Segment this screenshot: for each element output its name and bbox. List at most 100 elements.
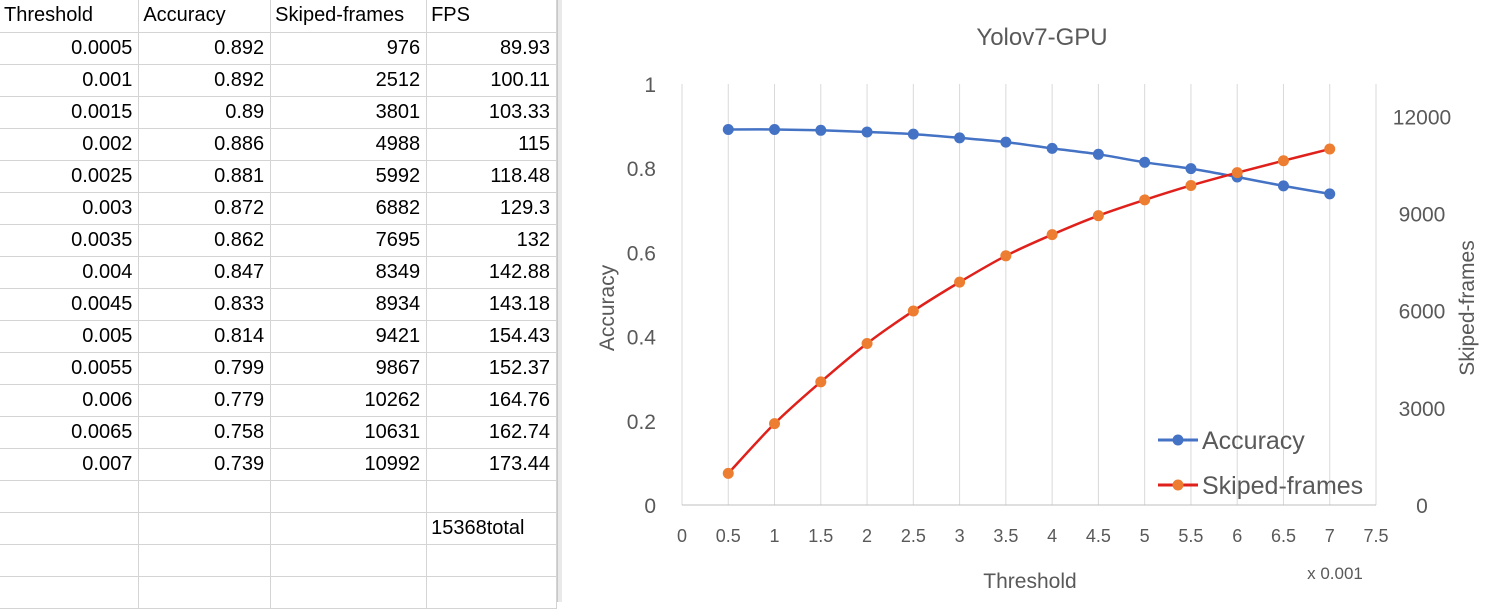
y2-tick-label: 12000 xyxy=(1393,106,1451,129)
table-cell[interactable]: 3801 xyxy=(270,96,428,129)
empty-cell[interactable] xyxy=(426,480,557,513)
empty-cell[interactable] xyxy=(270,512,428,545)
x-tick-label: 0.5 xyxy=(716,526,741,546)
data-point-skiped-frames xyxy=(722,467,734,479)
table-cell[interactable]: 0.886 xyxy=(138,128,272,161)
table-cell[interactable]: 8934 xyxy=(270,288,428,321)
table-row: 0.002 0.886 4988 115 xyxy=(0,128,557,161)
table-cell[interactable]: 0.0065 xyxy=(0,416,140,449)
x-tick-label: 1 xyxy=(770,526,780,546)
table-row xyxy=(0,576,557,609)
table-cell[interactable]: 0.862 xyxy=(138,224,272,257)
empty-cell[interactable] xyxy=(270,480,428,513)
table-cell[interactable]: 129.3 xyxy=(426,192,557,225)
header-cell[interactable]: FPS xyxy=(426,0,557,33)
empty-cell[interactable] xyxy=(270,576,428,609)
empty-cell[interactable] xyxy=(0,480,140,513)
empty-cell[interactable] xyxy=(138,512,272,545)
empty-cell[interactable] xyxy=(426,576,557,609)
table-row: 0.003 0.872 6882 129.3 xyxy=(0,192,557,225)
table-cell[interactable]: 10631 xyxy=(270,416,428,449)
table-cell[interactable]: 0.007 xyxy=(0,448,140,481)
header-cell[interactable]: Accuracy xyxy=(138,0,272,33)
table-cell[interactable]: 5992 xyxy=(270,160,428,193)
empty-cell[interactable] xyxy=(138,544,272,577)
table-cell[interactable]: 0.0045 xyxy=(0,288,140,321)
table-cell[interactable]: 0.758 xyxy=(138,416,272,449)
table-cell[interactable]: 142.88 xyxy=(426,256,557,289)
table-row: 15368total xyxy=(0,512,557,545)
empty-cell[interactable] xyxy=(0,544,140,577)
total-cell[interactable]: 15368total xyxy=(426,512,557,545)
table-cell[interactable]: 0.003 xyxy=(0,192,140,225)
spreadsheet: Threshold Accuracy Skiped-frames FPS 0.0005 0… xyxy=(0,0,557,609)
data-point-accuracy xyxy=(1277,180,1289,192)
gridlines xyxy=(681,84,1377,506)
table-cell[interactable]: 0.005 xyxy=(0,320,140,353)
empty-cell[interactable] xyxy=(270,544,428,577)
table-cell[interactable]: 152.37 xyxy=(426,352,557,385)
table-cell[interactable]: 9867 xyxy=(270,352,428,385)
data-point-skiped-frames xyxy=(1139,194,1151,206)
table-cell[interactable]: 0.0055 xyxy=(0,352,140,385)
table-cell[interactable]: 0.002 xyxy=(0,128,140,161)
table-row: 0.0055 0.799 9867 152.37 xyxy=(0,352,557,385)
table-cell[interactable]: 0.001 xyxy=(0,64,140,97)
table-cell[interactable]: 100.11 xyxy=(426,64,557,97)
table-cell[interactable]: 115 xyxy=(426,128,557,161)
table-cell[interactable]: 0.847 xyxy=(138,256,272,289)
table-cell[interactable]: 132 xyxy=(426,224,557,257)
table-cell[interactable]: 0.872 xyxy=(138,192,272,225)
table-cell[interactable]: 976 xyxy=(270,32,428,65)
table-cell[interactable]: 0.799 xyxy=(138,352,272,385)
data-point-accuracy xyxy=(907,128,919,140)
table-cell[interactable]: 9421 xyxy=(270,320,428,353)
table-cell[interactable]: 0.006 xyxy=(0,384,140,417)
y2-tick-label: 3000 xyxy=(1399,398,1446,421)
table-cell[interactable]: 0.779 xyxy=(138,384,272,417)
data-point-accuracy xyxy=(1324,188,1336,200)
table-cell[interactable]: 0.739 xyxy=(138,448,272,481)
header-cell[interactable]: Skiped-frames xyxy=(270,0,428,33)
empty-cell[interactable] xyxy=(0,576,140,609)
empty-cell[interactable] xyxy=(0,512,140,545)
table-cell[interactable]: 8349 xyxy=(270,256,428,289)
table-cell[interactable]: 173.44 xyxy=(426,448,557,481)
table-cell[interactable]: 143.18 xyxy=(426,288,557,321)
table-cell[interactable]: 154.43 xyxy=(426,320,557,353)
table-cell[interactable]: 0.004 xyxy=(0,256,140,289)
table-cell[interactable]: 0.0025 xyxy=(0,160,140,193)
table-cell[interactable]: 0.0015 xyxy=(0,96,140,129)
table-cell[interactable]: 0.892 xyxy=(138,32,272,65)
table-cell[interactable]: 4988 xyxy=(270,128,428,161)
x-tick-label: 2.5 xyxy=(901,526,926,546)
table-cell[interactable]: 0.0005 xyxy=(0,32,140,65)
empty-cell[interactable] xyxy=(138,480,272,513)
table-cell[interactable]: 10262 xyxy=(270,384,428,417)
table-cell[interactable]: 118.48 xyxy=(426,160,557,193)
header-cell[interactable]: Threshold xyxy=(0,0,140,33)
x-tick-label: 5 xyxy=(1140,526,1150,546)
table-row: 0.006 0.779 10262 164.76 xyxy=(0,384,557,417)
y-tick-label: 0.2 xyxy=(627,411,656,434)
table-cell[interactable]: 0.833 xyxy=(138,288,272,321)
table-cell[interactable]: 89.93 xyxy=(426,32,557,65)
table-cell[interactable]: 0.892 xyxy=(138,64,272,97)
table-cell[interactable]: 162.74 xyxy=(426,416,557,449)
data-point-skiped-frames xyxy=(1324,143,1336,155)
table-cell[interactable]: 6882 xyxy=(270,192,428,225)
table-cell[interactable]: 0.89 xyxy=(138,96,272,129)
table-cell[interactable]: 103.33 xyxy=(426,96,557,129)
y2-tick-label: 6000 xyxy=(1399,301,1446,324)
table-cell[interactable]: 164.76 xyxy=(426,384,557,417)
table-cell[interactable]: 0.881 xyxy=(138,160,272,193)
empty-cell[interactable] xyxy=(426,544,557,577)
data-point-skiped-frames xyxy=(1092,210,1104,222)
table-cell[interactable]: 2512 xyxy=(270,64,428,97)
table-cell[interactable]: 0.814 xyxy=(138,320,272,353)
table-cell[interactable]: 10992 xyxy=(270,448,428,481)
pane-divider[interactable] xyxy=(557,0,562,602)
table-cell[interactable]: 0.0035 xyxy=(0,224,140,257)
table-cell[interactable]: 7695 xyxy=(270,224,428,257)
empty-cell[interactable] xyxy=(138,576,272,609)
